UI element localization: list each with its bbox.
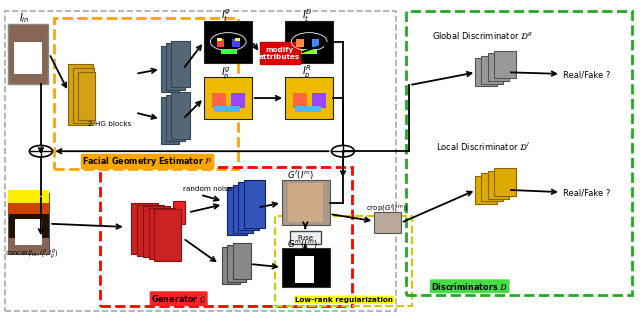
FancyBboxPatch shape [79,72,95,120]
FancyBboxPatch shape [221,247,240,284]
FancyBboxPatch shape [312,93,326,108]
Text: Real/Fake ?: Real/Fake ? [563,70,611,79]
Text: $G^m(I^m)$: $G^m(I^m)$ [287,238,317,250]
FancyBboxPatch shape [233,243,252,280]
FancyBboxPatch shape [8,203,49,214]
FancyBboxPatch shape [8,190,49,203]
FancyBboxPatch shape [232,39,240,47]
FancyBboxPatch shape [212,93,226,108]
FancyBboxPatch shape [8,193,49,254]
FancyBboxPatch shape [233,185,253,233]
FancyBboxPatch shape [214,106,241,111]
FancyBboxPatch shape [14,42,42,74]
FancyBboxPatch shape [285,21,333,63]
Text: $I_p^R$: $I_p^R$ [302,64,312,82]
FancyBboxPatch shape [494,168,516,196]
FancyBboxPatch shape [131,203,158,254]
Text: $I_t^D$: $I_t^D$ [302,7,313,24]
FancyBboxPatch shape [282,248,330,287]
Text: Discriminators $\mathcal{D}$: Discriminators $\mathcal{D}$ [431,281,508,292]
FancyBboxPatch shape [161,98,179,144]
FancyBboxPatch shape [475,176,497,204]
FancyBboxPatch shape [137,204,164,256]
FancyBboxPatch shape [221,49,237,54]
Text: $G^f(I^m)$: $G^f(I^m)$ [287,168,314,182]
FancyBboxPatch shape [294,256,314,283]
Text: Facial Geometry Estimator $\mathcal{P}$: Facial Geometry Estimator $\mathcal{P}$ [83,155,213,168]
FancyBboxPatch shape [161,46,179,92]
FancyBboxPatch shape [260,42,300,64]
Text: Global Discriminator $\mathcal{D}^g$: Global Discriminator $\mathcal{D}^g$ [432,31,533,41]
FancyBboxPatch shape [172,92,189,139]
Text: Fuse: Fuse [298,235,314,240]
FancyBboxPatch shape [8,24,48,84]
FancyBboxPatch shape [166,95,184,141]
Text: Local Discriminator $\mathcal{D}^l$: Local Discriminator $\mathcal{D}^l$ [436,141,529,153]
FancyBboxPatch shape [15,219,42,245]
FancyBboxPatch shape [294,106,321,111]
FancyBboxPatch shape [148,208,175,259]
FancyBboxPatch shape [292,93,307,108]
FancyBboxPatch shape [481,174,503,201]
FancyBboxPatch shape [239,182,259,230]
FancyBboxPatch shape [374,213,401,233]
FancyBboxPatch shape [494,51,516,78]
FancyBboxPatch shape [296,39,304,47]
FancyBboxPatch shape [173,201,185,224]
FancyBboxPatch shape [290,231,321,244]
FancyBboxPatch shape [8,238,49,254]
Text: Generator $\mathcal{G}$: Generator $\mathcal{G}$ [151,293,206,305]
FancyBboxPatch shape [288,183,323,222]
FancyBboxPatch shape [481,56,503,84]
FancyBboxPatch shape [204,21,252,63]
FancyBboxPatch shape [231,93,245,108]
FancyBboxPatch shape [282,180,330,225]
Text: $\mathrm{crop}(G^f(I^m))$: $\mathrm{crop}(G^f(I^m))$ [366,202,409,215]
FancyBboxPatch shape [68,64,93,125]
FancyBboxPatch shape [235,38,240,41]
FancyBboxPatch shape [217,38,222,41]
FancyBboxPatch shape [74,68,94,123]
FancyBboxPatch shape [488,53,509,81]
Text: $I_t^g$: $I_t^g$ [221,8,231,24]
FancyBboxPatch shape [285,77,333,119]
FancyBboxPatch shape [166,43,184,90]
Text: $I_{in}$: $I_{in}$ [19,11,30,25]
FancyBboxPatch shape [217,39,225,47]
FancyBboxPatch shape [227,245,246,282]
FancyBboxPatch shape [244,180,264,228]
Text: Low-rank regularization: Low-rank regularization [295,297,393,303]
FancyBboxPatch shape [154,209,181,261]
FancyBboxPatch shape [172,41,189,87]
FancyBboxPatch shape [204,77,252,119]
Text: modify
attributes: modify attributes [259,46,301,60]
Text: Real/Fake ?: Real/Fake ? [563,188,611,197]
FancyBboxPatch shape [143,206,170,257]
FancyBboxPatch shape [301,49,317,54]
Text: $I_p^g$: $I_p^g$ [221,66,231,82]
FancyBboxPatch shape [312,39,319,47]
Text: $\mathrm{concat}(I_m, I_t^g, I_p^g)$: $\mathrm{concat}(I_m, I_t^g, I_p^g)$ [4,248,58,262]
FancyBboxPatch shape [227,187,247,235]
Text: 2 HG blocks: 2 HG blocks [88,122,131,127]
FancyBboxPatch shape [475,58,497,86]
FancyBboxPatch shape [488,171,509,199]
Text: random noise: random noise [183,187,232,192]
